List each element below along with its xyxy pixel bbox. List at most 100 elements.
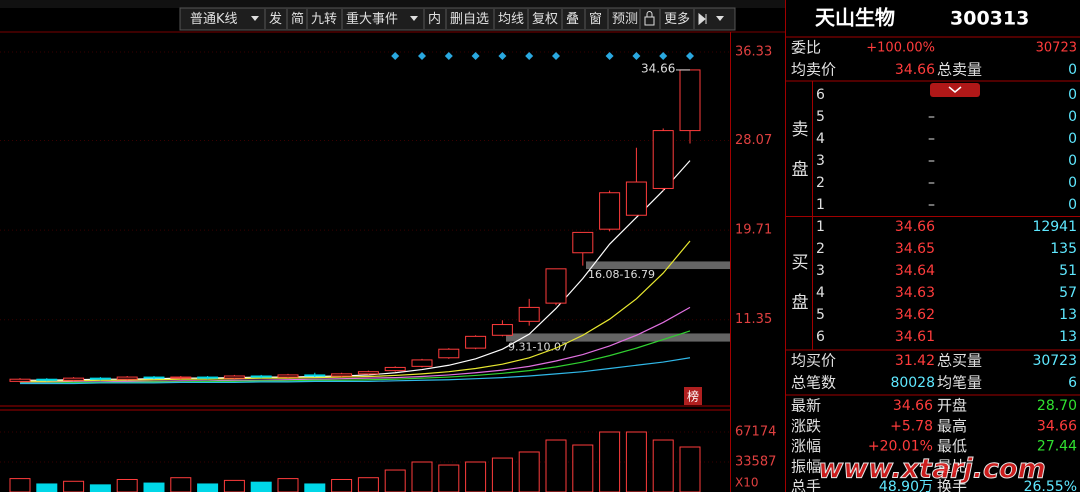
dropdown-icon[interactable] — [410, 16, 418, 21]
lock-icon[interactable] — [644, 16, 655, 26]
panel-text: 1 — [816, 219, 825, 235]
band-label: 16.08-16.79 — [588, 268, 655, 281]
panel-text: 4 — [816, 285, 825, 301]
volume-bar — [357, 477, 379, 492]
volume-bar — [625, 431, 647, 492]
candle-body — [625, 181, 647, 216]
panel-text: 26.55% — [1024, 479, 1077, 492]
candle-body — [170, 376, 192, 379]
panel-text: 6 — [1068, 375, 1077, 391]
panel-text: 0 — [1068, 109, 1077, 125]
volume-bar — [572, 444, 594, 492]
panel-text: 0 — [1068, 197, 1077, 213]
panel-text: 总买量 — [937, 352, 982, 370]
panel-text: 30723 — [1036, 41, 1077, 56]
volume-bar — [89, 484, 111, 492]
toolbar-button[interactable]: 均线 — [498, 12, 524, 27]
collapse-icon[interactable] — [948, 86, 962, 93]
candle-body — [36, 378, 58, 381]
panel-text: 最新 — [791, 397, 821, 415]
candle-body — [304, 374, 326, 377]
toolbar-button[interactable]: 九转 — [311, 12, 337, 27]
toolbar-button[interactable]: 重大事件 — [346, 11, 398, 27]
panel-text: 3 — [816, 263, 825, 279]
y2-tick-label: 67174 — [735, 424, 776, 439]
panel-text: – — [928, 197, 935, 213]
price-band — [506, 333, 730, 342]
panel-text: 5 — [816, 109, 825, 125]
signal-diamond — [498, 52, 507, 60]
candle-body — [197, 376, 219, 379]
candle-body — [250, 375, 272, 378]
ma-line — [20, 240, 691, 382]
panel-text: 34.66 — [1037, 418, 1077, 434]
panel-text: 涨跌 — [791, 417, 821, 435]
panel-text: +5.78 — [890, 418, 933, 434]
toolbar-button[interactable]: 复权 — [532, 11, 558, 27]
volume-bar — [170, 477, 192, 492]
dropdown-icon[interactable] — [716, 16, 724, 21]
toolbar-button[interactable]: 删自选 — [450, 12, 489, 27]
panel-text: 6 — [816, 329, 825, 345]
panel-text: 3 — [816, 153, 825, 169]
panel-text: 总手 — [791, 478, 821, 492]
candle-body — [143, 376, 165, 379]
lock-icon[interactable] — [646, 11, 653, 18]
y-tick-label: 36.33 — [735, 45, 772, 60]
toolbar-button[interactable]: 窗 — [589, 11, 602, 27]
toolbar-button[interactable]: 叠 — [566, 12, 579, 27]
collapse-tab[interactable] — [930, 83, 980, 97]
y-tick-label: 28.07 — [735, 133, 772, 148]
signal-diamond — [605, 52, 614, 60]
panel-text: 0 — [1068, 175, 1077, 191]
toolbar-button[interactable]: 预测 — [612, 12, 638, 27]
toolbar-button[interactable]: 普通K线 — [190, 12, 238, 27]
panel-text: 振幅 — [791, 457, 821, 475]
volume-bar — [679, 446, 701, 492]
panel-text: 4 — [816, 131, 825, 147]
volume-bar — [465, 461, 487, 492]
signal-diamond — [686, 52, 694, 60]
panel-text: 0 — [1068, 62, 1077, 78]
volume-unit: X10 — [735, 476, 759, 490]
panel-text: 最高 — [937, 417, 967, 435]
panel-text: 开盘 — [937, 397, 967, 415]
panel-text: 2 — [816, 175, 825, 191]
panel-text: 34.66 — [893, 398, 933, 414]
panel-text: 最低 — [937, 437, 967, 455]
candle-body — [572, 231, 594, 254]
candle-body — [63, 377, 85, 381]
panel-text: 卖 — [792, 120, 809, 140]
panel-text: 80028 — [890, 375, 935, 391]
volume-bar — [411, 461, 433, 492]
toolbar-button[interactable]: 发 — [269, 11, 282, 27]
toolbar-button[interactable]: 更多 — [664, 11, 690, 27]
candle-body — [384, 366, 406, 372]
panel-text: 34.66 — [895, 62, 935, 78]
ma-line — [20, 357, 691, 385]
y2-tick-label: 33587 — [735, 454, 776, 469]
panel-text: 34.63 — [895, 285, 935, 301]
candle-body — [652, 130, 674, 189]
signal-diamond — [444, 52, 453, 60]
y-tick-label: 11.35 — [735, 312, 772, 327]
toolbar-button[interactable]: 内 — [428, 11, 441, 27]
volume-bar — [36, 483, 58, 492]
candle-body — [679, 69, 701, 132]
panel-text: 0 — [1068, 131, 1077, 147]
panel-text: 13 — [1059, 329, 1077, 345]
arrow-icon[interactable] — [698, 12, 707, 26]
toolbar — [179, 7, 736, 31]
dropdown-icon[interactable] — [251, 16, 259, 21]
panel-text: 6 — [816, 87, 825, 103]
panel-text: 27.44 — [1037, 439, 1077, 455]
toolbar-button[interactable]: 简 — [291, 11, 304, 27]
signal-diamond — [525, 52, 534, 60]
panel-text: – — [928, 109, 935, 125]
panel-text: 13 — [1059, 307, 1077, 323]
volume-bar — [331, 478, 353, 492]
panel-text: 委比 — [791, 39, 821, 57]
panel-text: 51 — [1059, 263, 1077, 279]
candle-body — [491, 324, 513, 336]
